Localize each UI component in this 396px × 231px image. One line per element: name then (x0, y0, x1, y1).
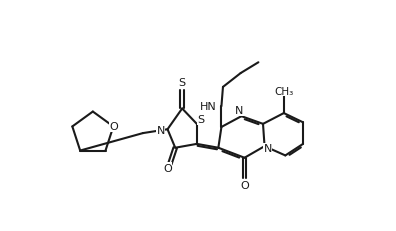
Text: O: O (163, 163, 172, 173)
Text: O: O (240, 181, 249, 191)
Text: N: N (263, 144, 272, 154)
Text: S: S (197, 115, 204, 125)
Text: S: S (178, 78, 185, 88)
Text: N: N (156, 125, 165, 135)
Text: CH₃: CH₃ (274, 86, 293, 96)
Text: HN: HN (200, 102, 217, 112)
Text: O: O (110, 122, 118, 132)
Text: N: N (235, 106, 243, 116)
